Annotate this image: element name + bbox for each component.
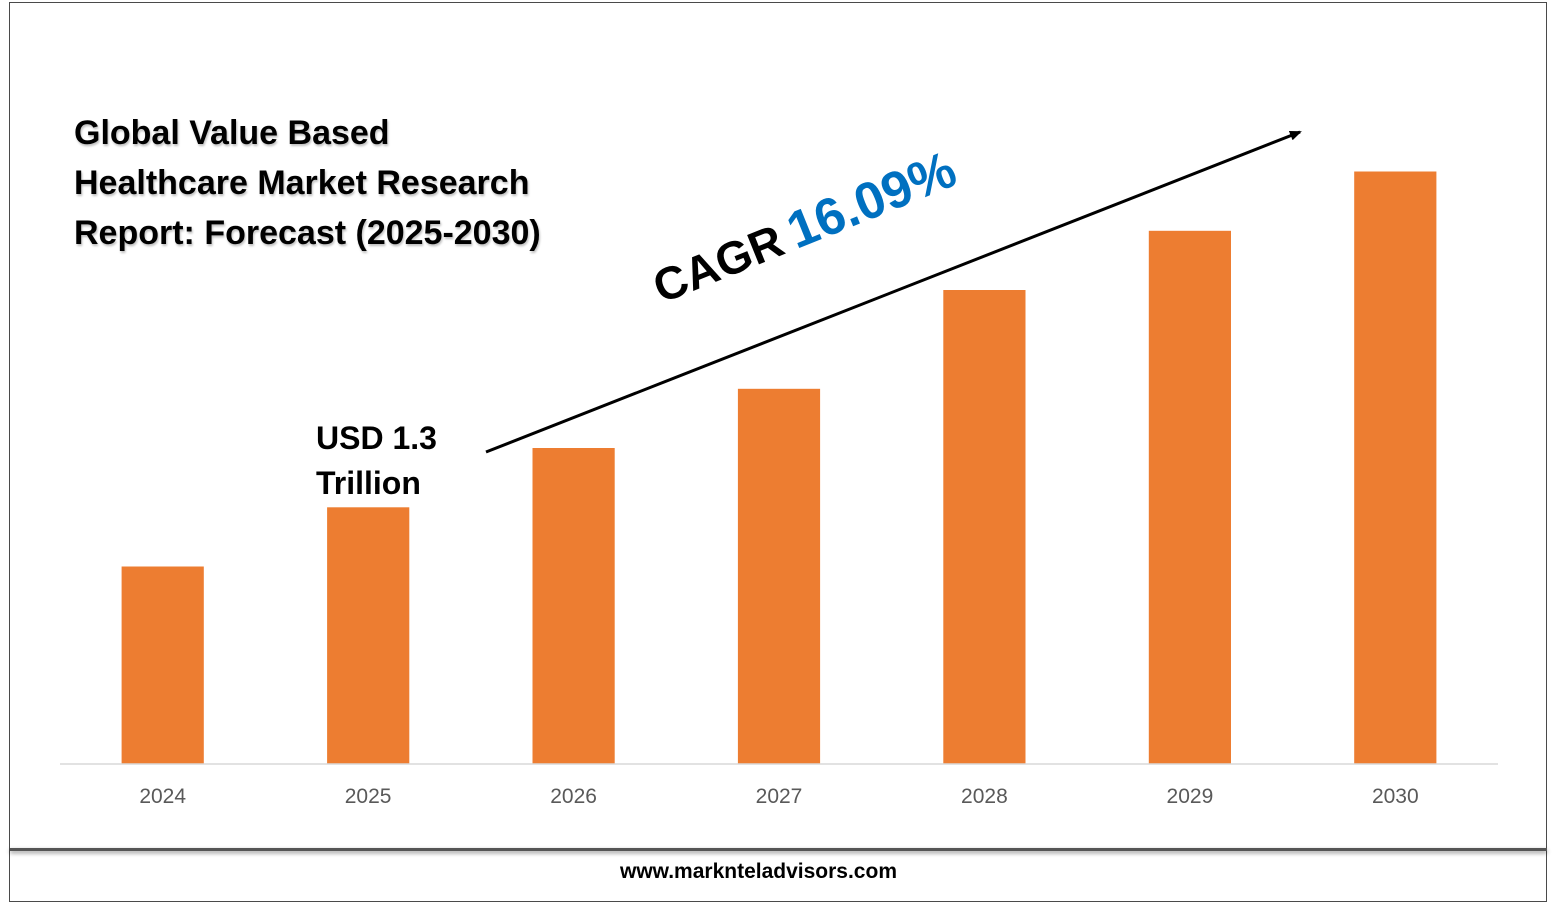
bar-2030 <box>1354 171 1437 764</box>
bar-2028 <box>943 290 1026 764</box>
x-tick-labels: 2024 2025 2026 2027 2028 2029 2030 <box>139 785 1418 808</box>
chart-title: Global Value Based Healthcare Market Res… <box>74 108 634 258</box>
value-annotation-line-1: USD 1.3 <box>316 420 437 456</box>
bar-2029 <box>1148 230 1231 765</box>
bar-2026 <box>532 448 615 764</box>
chart-title-line-1: Global Value Based <box>74 114 390 152</box>
bar-2024 <box>121 566 204 764</box>
x-tick-label-2024: 2024 <box>139 785 186 808</box>
footer-website: www.marknteladvisors.com <box>620 860 897 883</box>
x-tick-label-2029: 2029 <box>1167 785 1214 808</box>
chart-title-line-3: Report: Forecast (2025-2030) <box>74 214 541 252</box>
value-annotation-line-2: Trillion <box>316 465 421 501</box>
x-tick-label-2028: 2028 <box>961 785 1008 808</box>
bars-group <box>121 171 1437 765</box>
value-annotation: USD 1.3 Trillion <box>316 416 437 506</box>
x-tick-label-2030: 2030 <box>1372 785 1419 808</box>
bar-2027 <box>737 388 821 765</box>
footer-divider <box>10 848 1547 851</box>
x-tick-label-2026: 2026 <box>550 785 597 808</box>
x-tick-label-2027: 2027 <box>756 785 803 808</box>
chart-title-line-2: Healthcare Market Research <box>74 164 530 202</box>
chart-frame <box>9 2 1547 902</box>
x-tick-label-2025: 2025 <box>345 785 392 808</box>
bar-2025 <box>327 507 410 765</box>
trend-arrow <box>485 130 1302 454</box>
